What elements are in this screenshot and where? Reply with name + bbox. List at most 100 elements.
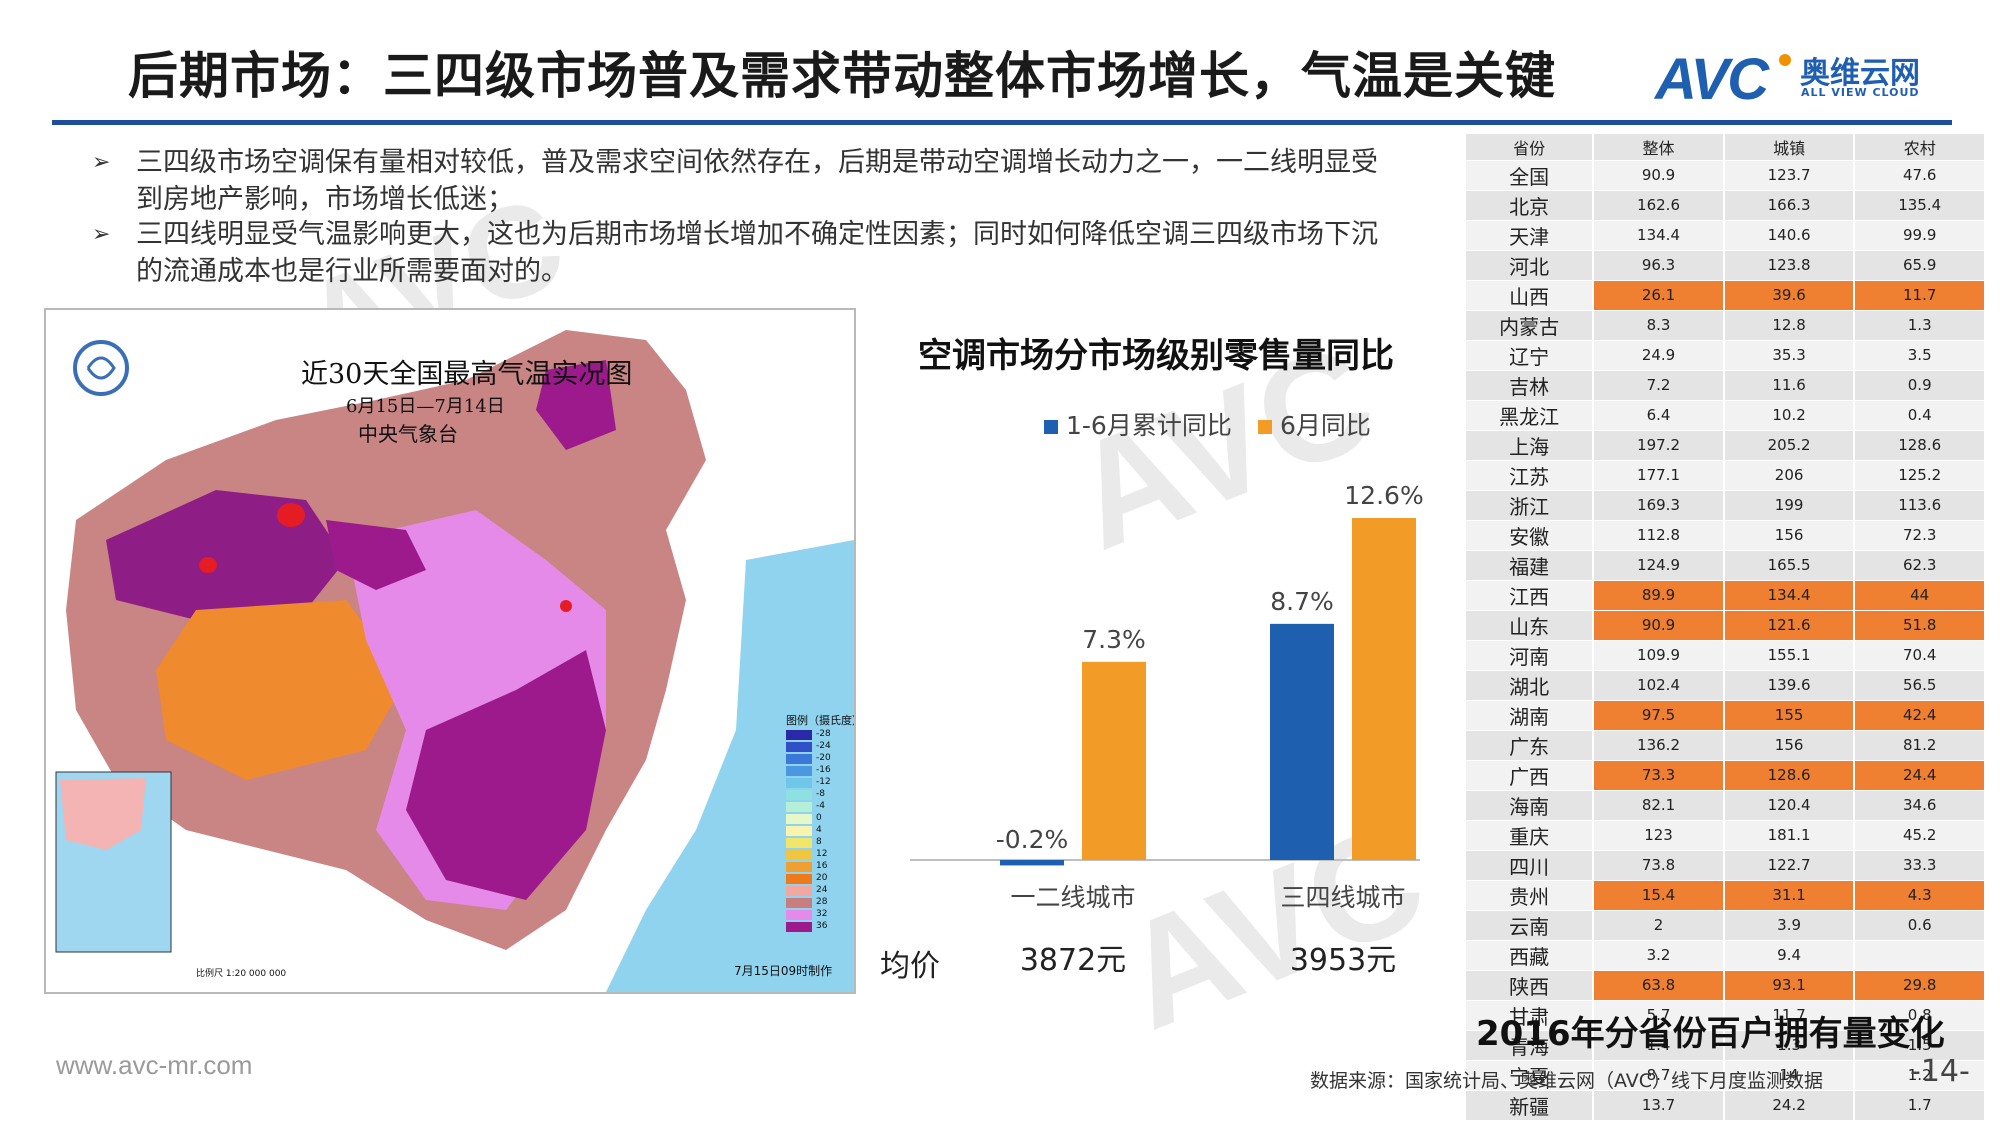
table-caption: 2016年分省份百户拥有量变化	[1476, 1014, 1945, 1054]
legend-label: 12	[816, 849, 828, 859]
urban-cell: 205.2	[1723, 430, 1856, 461]
table-row: 全国 90.9 123.7 47.6	[1466, 160, 1986, 191]
logo-wordmark: AVC	[1655, 47, 1769, 112]
urban-cell: 120.4	[1723, 790, 1856, 821]
overall-cell: 112.8	[1593, 520, 1725, 551]
urban-cell: 156	[1723, 520, 1856, 551]
rural-cell: 99.9	[1854, 220, 1986, 251]
urban-cell: 35.3	[1723, 340, 1856, 371]
chart-title: 空调市场分市场级别零售量同比	[918, 336, 1394, 376]
overall-cell: 26.1	[1593, 280, 1725, 311]
legend-label: -28	[816, 729, 831, 739]
rural-cell: 11.7	[1854, 280, 1986, 311]
china-map-graphic	[46, 310, 854, 992]
province-cell: 江西	[1466, 580, 1595, 611]
table-header-cell: 整体	[1593, 134, 1725, 161]
province-cell: 贵州	[1466, 880, 1595, 911]
table-row: 黑龙江 6.4 10.2 0.4	[1466, 400, 1986, 431]
map-title: 近30天全国最高气温实况图	[301, 359, 633, 390]
urban-cell: 122.7	[1723, 850, 1856, 881]
urban-cell: 39.6	[1723, 280, 1856, 311]
legend-swatch	[786, 922, 812, 932]
table-row: 西藏 3.2 9.4	[1466, 940, 1986, 971]
legend-label: -8	[816, 789, 825, 799]
overall-cell: 197.2	[1593, 430, 1725, 461]
data-source-note: 数据来源：国家统计局、奥维云网（AVC）线下月度监测数据	[1310, 1070, 1824, 1092]
table-row: 宁夏 8.7 14 1.2	[1466, 1060, 1986, 1091]
avg-price-value: 3953元	[1290, 943, 1396, 978]
overall-cell: 134.4	[1593, 220, 1725, 251]
urban-cell: 139.6	[1723, 670, 1856, 701]
urban-cell: 1.3	[1723, 1030, 1856, 1061]
overall-cell: 97.5	[1593, 700, 1725, 731]
province-cell: 新疆	[1466, 1090, 1595, 1121]
rural-cell: 42.4	[1854, 700, 1986, 731]
bullet-text: 三四线明显受气温影响更大，这也为后期市场增长增加不确定性因素；同时如何降低空调三…	[136, 219, 1378, 287]
table-row: 北京 162.6 166.3 135.4	[1466, 190, 1986, 221]
overall-cell: 162.6	[1593, 190, 1725, 221]
rural-cell	[1854, 940, 1986, 971]
province-cell: 山东	[1466, 610, 1595, 641]
overall-cell: 15.4	[1593, 880, 1725, 911]
logo-cn-text: 奥维云网	[1800, 56, 1920, 91]
overall-cell: 3.2	[1593, 940, 1725, 971]
bullet-text: 三四级市场空调保有量相对较低，普及需求空间依然存在，后期是带动空调增长动力之一，…	[136, 147, 1378, 215]
urban-cell: 155	[1723, 700, 1856, 731]
legend-label: -16	[816, 765, 831, 775]
urban-cell: 165.5	[1723, 550, 1856, 581]
rural-cell: 65.9	[1854, 250, 1986, 281]
avc-logo: AVC 奥维云网 ALL VIEW CLOUD	[1655, 46, 1955, 112]
table-row: 广东 136.2 156 81.2	[1466, 730, 1986, 761]
overall-cell: 90.9	[1593, 160, 1725, 191]
bullet-item: ➢ 三四线明显受气温影响更大，这也为后期市场增长增加不确定性因素；同时如何降低空…	[92, 216, 1382, 290]
overall-cell: 90.9	[1593, 610, 1725, 641]
data-label: 12.6%	[1344, 481, 1423, 510]
header-rule	[52, 120, 1952, 125]
rural-cell: 44	[1854, 580, 1986, 611]
province-cell: 浙江	[1466, 490, 1595, 521]
province-cell: 黑龙江	[1466, 400, 1595, 431]
map-made-note: 7月15日09时制作	[734, 964, 833, 978]
rural-cell: 1.7	[1854, 1090, 1986, 1121]
urban-cell: 206	[1723, 460, 1856, 491]
data-label: 7.3%	[1082, 625, 1146, 654]
overall-cell: 2	[1593, 910, 1725, 941]
province-cell: 陕西	[1466, 970, 1595, 1001]
urban-cell: 9.4	[1723, 940, 1856, 971]
province-cell: 广西	[1466, 760, 1595, 791]
rural-cell: 135.4	[1854, 190, 1986, 221]
urban-cell: 155.1	[1723, 640, 1856, 671]
legend-swatch	[786, 754, 812, 764]
map-scale-note: 比例尺 1:20 000 000	[196, 969, 287, 979]
province-cell: 云南	[1466, 910, 1595, 941]
bar	[1082, 661, 1146, 860]
rural-cell: 1.2	[1854, 1060, 1986, 1091]
legend-swatch	[786, 766, 812, 776]
legend-label: 4	[816, 825, 822, 835]
map-legend-title: 图例（摄氏度）	[786, 714, 856, 727]
rural-cell: 45.2	[1854, 820, 1986, 851]
overall-cell: 102.4	[1593, 670, 1725, 701]
rural-cell: 24.4	[1854, 760, 1986, 791]
province-cell: 天津	[1466, 220, 1595, 251]
legend-label: 20	[816, 873, 828, 883]
rural-cell: 3.5	[1854, 340, 1986, 371]
legend-label: -24	[816, 741, 831, 751]
urban-cell: 123.8	[1723, 250, 1856, 281]
province-cell: 福建	[1466, 550, 1595, 581]
table-row: 四川 73.8 122.7 33.3	[1466, 850, 1986, 881]
legend-label: -4	[816, 801, 825, 811]
table-row: 河南 109.9 155.1 70.4	[1466, 640, 1986, 671]
arrow-bullet-icon: ➢	[92, 150, 111, 175]
province-cell: 上海	[1466, 430, 1595, 461]
overall-cell: 82.1	[1593, 790, 1725, 821]
rural-cell: 0.6	[1854, 910, 1986, 941]
legend-label: 24	[816, 885, 828, 895]
table-row: 海南 82.1 120.4 34.6	[1466, 790, 1986, 821]
logo-dot	[1779, 54, 1791, 66]
legend-swatch	[786, 838, 812, 848]
legend-label: 16	[816, 861, 828, 871]
overall-cell: 5.7	[1593, 1000, 1725, 1031]
table-row: 浙江 169.3 199 113.6	[1466, 490, 1986, 521]
legend-label: -20	[816, 753, 831, 763]
